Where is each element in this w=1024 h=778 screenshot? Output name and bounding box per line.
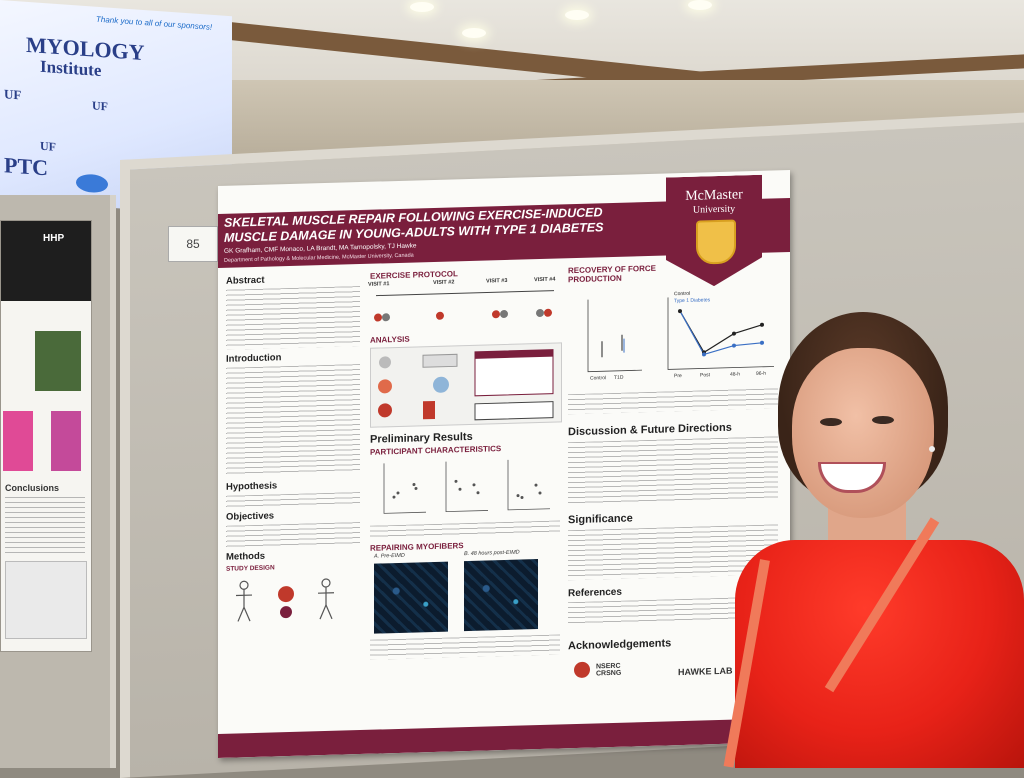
x-tick: Post (700, 372, 710, 378)
section-objectives: Objectives (226, 510, 274, 522)
legend-control: Control (674, 291, 690, 297)
visit-label: VISIT #2 (433, 279, 454, 286)
legend-t1d: Type 1 Diabetes (674, 297, 710, 304)
x-tick: 48-h (730, 371, 740, 377)
person-eye (872, 416, 894, 424)
panel-label: B. 48 hours post-EIMD (464, 550, 520, 558)
neighbor-poster-diagram (5, 561, 87, 639)
section-abstract: Abstract (226, 275, 265, 287)
group-tick: T1D (614, 375, 623, 381)
visit-label: VISIT #3 (486, 278, 507, 285)
section-introduction: Introduction (226, 352, 281, 365)
neighbor-poster: HHP Conclusions (0, 220, 92, 652)
acknowledgements-heading: Acknowledgements (568, 637, 671, 652)
neighbor-poster-image (35, 331, 81, 391)
microscopy-image (464, 559, 538, 631)
board-number-card: 85 (168, 226, 218, 262)
person-eye (820, 418, 842, 426)
references-heading: References (568, 587, 622, 600)
maple-leaf-icon (574, 662, 590, 678)
abstract-text (226, 286, 360, 350)
participant-characteristics-charts (370, 454, 560, 523)
screen-subtitle: Institute (40, 57, 101, 81)
study-design-figure (230, 574, 354, 627)
crest-icon (696, 220, 736, 265)
section-methods: Methods (226, 551, 265, 563)
screen-logo: UF (4, 86, 21, 103)
person-red-top (735, 540, 1024, 768)
panel-label: A. Pre-EIMD (374, 553, 405, 560)
ceiling-light (410, 2, 434, 12)
screen-logo: PTC (4, 152, 48, 181)
neighbor-poster-heading: Conclusions (5, 483, 59, 493)
figure-caption (370, 520, 560, 539)
recovery-of-force-heading: RECOVERY OF FORCE PRODUCTION (568, 263, 688, 284)
exercise-protocol-timeline (370, 276, 560, 329)
earring (929, 446, 935, 452)
sponsor-logo: HAWKE LAB (678, 666, 733, 678)
study-design-heading: STUDY DESIGN (226, 564, 275, 572)
figure-caption (370, 634, 560, 659)
microscopy-image (374, 562, 448, 634)
neighbor-poster-image (3, 411, 33, 471)
preliminary-results-heading: Preliminary Results (370, 431, 473, 446)
repairing-myofibers-heading: REPAIRING MYOFIBERS (370, 541, 464, 553)
ceiling-light (565, 10, 589, 20)
research-poster: SKELETAL MUSCLE REPAIR FOLLOWING EXERCIS… (218, 170, 790, 758)
ceiling-light (462, 28, 486, 38)
analysis-diagram (370, 342, 562, 427)
participant-characteristics-heading: PARTICIPANT CHARACTERISTICS (370, 444, 501, 457)
hypothesis-text (226, 492, 360, 510)
objectives-text (226, 522, 360, 550)
sponsor-logo: NSERC CRSNG (596, 662, 630, 677)
x-tick: 96-h (756, 371, 766, 377)
discussion-text (568, 436, 778, 506)
neighbor-poster-badge: HHP (43, 233, 64, 244)
discussion-heading: Discussion & Future Directions (568, 422, 732, 439)
visit-label: VISIT #4 (534, 277, 555, 284)
x-tick: Pre (674, 373, 682, 379)
neighbor-poster-image (51, 411, 81, 471)
screen-sponsor-text: Thank you to all of our sponsors! (96, 15, 212, 32)
visit-label: VISIT #1 (368, 281, 389, 288)
significance-heading: Significance (568, 512, 633, 526)
figure-caption (568, 388, 778, 414)
group-tick: Control (590, 375, 606, 381)
screen-logo: UF (92, 98, 108, 114)
ceiling-light (688, 0, 712, 10)
screen-logo-oval (76, 173, 108, 193)
screen-logo: UF (40, 139, 56, 155)
person-face (792, 348, 934, 518)
introduction-text (226, 364, 360, 476)
analysis-heading: ANALYSIS (370, 335, 410, 345)
section-hypothesis: Hypothesis (226, 480, 277, 492)
neighbor-poster-text (5, 497, 85, 557)
